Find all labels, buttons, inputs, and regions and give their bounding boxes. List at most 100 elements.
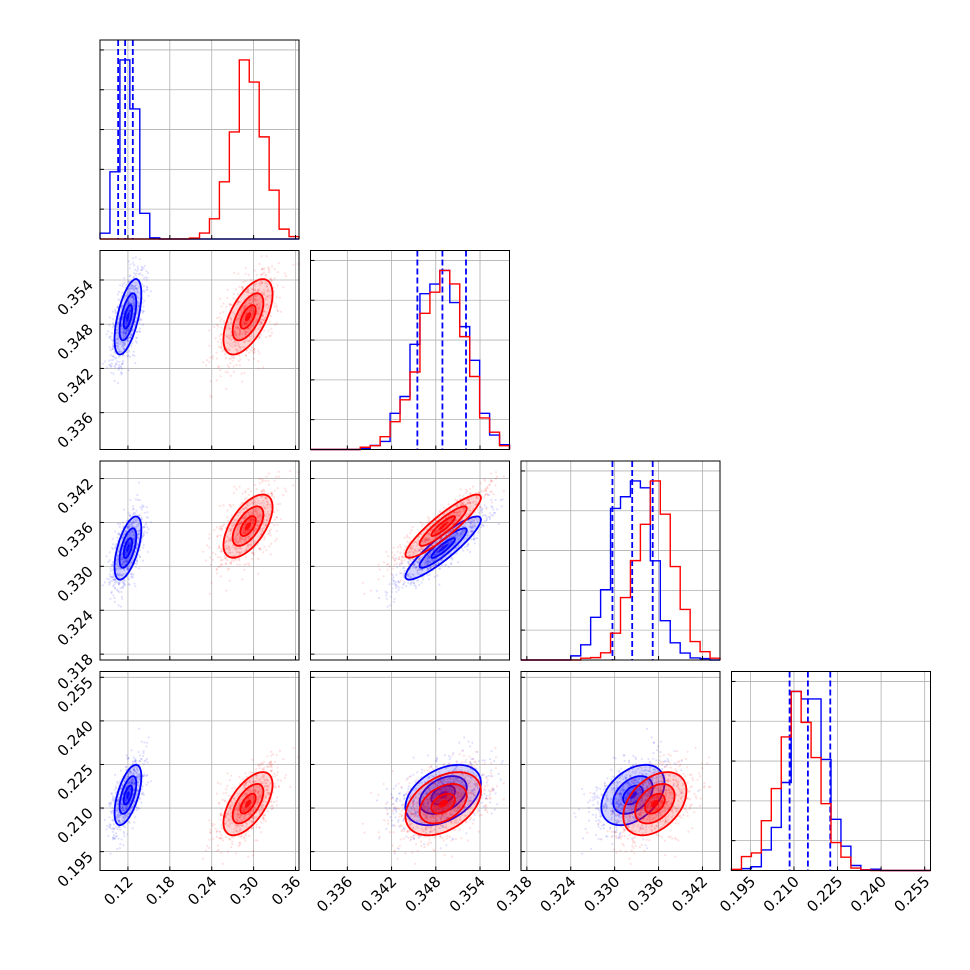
sample-point — [105, 555, 108, 558]
sample-point — [122, 332, 125, 335]
sample-point — [410, 560, 413, 563]
sample-point — [119, 342, 122, 346]
sample-point — [145, 521, 148, 524]
sample-point — [227, 530, 230, 533]
sample-point — [433, 537, 436, 540]
sample-point — [236, 547, 239, 550]
sample-point — [251, 307, 254, 310]
sample-point — [221, 558, 224, 562]
sample-point — [263, 496, 266, 499]
sample-point — [238, 318, 241, 321]
sample-point — [263, 316, 266, 319]
sample-point — [454, 535, 457, 538]
sample-point — [428, 561, 431, 564]
sample-point — [447, 514, 450, 518]
sample-point — [449, 530, 452, 533]
sample-point — [243, 321, 246, 324]
sample-point — [125, 807, 128, 810]
sample-point — [255, 528, 258, 531]
sample-point — [454, 498, 457, 501]
sample-point — [485, 490, 488, 493]
sample-point — [111, 339, 114, 342]
sample-point — [386, 568, 389, 571]
sample-point — [234, 334, 237, 337]
sample-point — [116, 571, 119, 574]
sample-point — [137, 272, 141, 276]
sample-point — [116, 324, 119, 327]
sample-point — [227, 519, 230, 522]
sample-point — [105, 333, 108, 336]
sample-point — [142, 534, 145, 537]
sample-point — [477, 517, 481, 521]
sample-point — [410, 582, 413, 585]
sample-point — [260, 495, 263, 498]
sample-point — [273, 479, 276, 482]
sample-point — [128, 770, 131, 773]
sample-point — [454, 534, 457, 537]
sample-point — [126, 567, 129, 571]
sample-point — [136, 295, 139, 299]
sample-point — [233, 328, 236, 331]
sample-point — [224, 557, 227, 560]
sample-point — [237, 540, 240, 544]
sample-point — [115, 338, 118, 341]
sample-point — [209, 556, 212, 559]
sample-point — [424, 538, 427, 541]
sample-point — [122, 560, 125, 563]
sample-point — [237, 337, 240, 340]
sample-point — [448, 514, 451, 517]
sample-point — [238, 559, 241, 562]
sample-point — [457, 561, 460, 564]
sample-point — [447, 543, 450, 547]
sample-point — [455, 547, 458, 550]
sample-point — [115, 558, 119, 561]
sample-point — [456, 511, 459, 514]
sample-point — [245, 303, 249, 306]
sample-point — [111, 575, 114, 579]
sample-point — [419, 556, 422, 559]
sample-point — [484, 479, 487, 483]
sample-point — [219, 312, 222, 315]
sample-point — [128, 274, 132, 277]
sample-point — [243, 346, 246, 349]
sample-point — [238, 551, 241, 555]
sample-point — [251, 501, 255, 504]
sample-point — [209, 394, 212, 397]
sample-point — [491, 479, 494, 483]
sample-point — [465, 490, 468, 493]
sample-point — [122, 345, 125, 348]
sample-point — [424, 538, 427, 542]
sample-point — [138, 759, 141, 763]
sample-point — [463, 500, 466, 504]
sample-point — [115, 580, 118, 584]
sample-point — [111, 326, 114, 329]
sample-point — [252, 347, 255, 350]
sample-point — [135, 341, 138, 344]
sample-point — [233, 522, 236, 526]
sample-point — [243, 322, 246, 325]
sample-point — [255, 514, 258, 517]
sample-point — [263, 538, 266, 541]
sample-point — [134, 256, 137, 259]
sample-point — [233, 519, 236, 522]
sample-point — [115, 559, 118, 562]
sample-point — [110, 362, 113, 365]
sample-point — [251, 513, 254, 516]
sample-point — [428, 517, 431, 520]
sample-point — [132, 295, 135, 298]
sample-point — [412, 563, 415, 567]
sample-point — [133, 518, 136, 521]
sample-point — [111, 818, 114, 822]
sample-point — [241, 578, 244, 581]
sample-point — [417, 572, 420, 576]
sample-point — [136, 532, 140, 535]
sample-point — [452, 533, 455, 536]
sample-point — [112, 836, 115, 839]
sample-point — [124, 331, 128, 335]
sample-point — [136, 777, 140, 780]
sample-point — [262, 504, 265, 507]
sample-point — [249, 519, 252, 523]
sample-point — [480, 506, 483, 509]
sample-point — [141, 301, 144, 304]
sample-point — [119, 587, 122, 590]
